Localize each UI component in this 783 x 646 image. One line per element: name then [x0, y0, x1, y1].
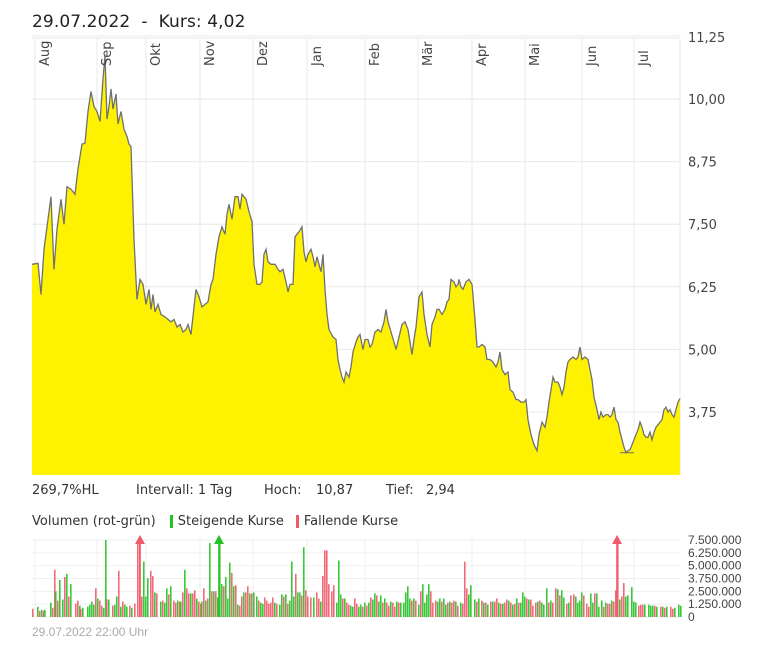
chart-title: 29.07.2022 - Kurs: 4,02	[32, 12, 246, 32]
falling-label: Fallende Kurse	[303, 514, 399, 529]
overflow-arrow-icon	[612, 535, 622, 544]
volume-axis: 7.500.0006.250.0005.000.0003.750.0002.50…	[688, 533, 742, 624]
volume-tick: 7.500.000	[688, 533, 742, 547]
price-tick: 7,50	[688, 218, 717, 233]
month-tick: Jul	[637, 50, 652, 67]
price-tick: 6,25	[688, 281, 717, 296]
price-tick: 11,25	[688, 31, 725, 46]
price-axis: 11,25 10,00 8,75 7,50 6,25 5,00 3,75	[688, 31, 725, 421]
month-tick: Mär	[421, 41, 436, 66]
high-value: 10,87	[316, 483, 354, 498]
volume-bar-chart[interactable]: 7.500.0006.250.0005.000.0003.750.0002.50…	[0, 530, 783, 630]
price-line	[31, 55, 681, 454]
volume-tick: 1.250.000	[688, 597, 742, 611]
falling-swatch-icon	[295, 515, 299, 528]
rising-swatch-icon	[169, 515, 173, 528]
overflow-arrow-icon	[214, 535, 224, 544]
price-tick: 3,75	[688, 406, 717, 421]
month-tick: Dez	[256, 41, 271, 66]
timestamp: 29.07.2022 22:00 Uhr	[32, 625, 149, 639]
volume-label: Volumen (rot-grün)	[32, 514, 156, 529]
month-tick: Nov	[203, 40, 218, 66]
price-area-chart[interactable]: Aug Sep Okt Nov Dez Jan Feb Mär Apr Mai Jun Jul 11,…	[0, 0, 783, 480]
volume-legend: Volumen (rot-grün) Steigende Kurse Falle…	[32, 514, 398, 529]
high-label: Hoch:	[264, 483, 302, 498]
volume-bars	[32, 535, 682, 617]
month-tick: Okt	[149, 43, 164, 66]
volume-tick: 5.000.000	[688, 559, 742, 573]
hl-percent: 269,7%HL	[32, 483, 99, 498]
low-value: 2,94	[426, 483, 455, 498]
volume-tick: 3.750.000	[688, 572, 742, 586]
low-label: Tief:	[386, 483, 414, 498]
overflow-arrow-icon	[135, 535, 145, 544]
month-tick: Feb	[368, 43, 383, 66]
month-axis: Aug Sep Okt Nov Dez Jan Feb Mär Apr Mai Jun Jul	[38, 40, 652, 67]
interval: Intervall: 1 Tag	[136, 483, 233, 498]
price-tick: 8,75	[688, 156, 717, 171]
volume-tick: 2.500.000	[688, 584, 742, 598]
rising-label: Steigende Kurse	[177, 514, 284, 529]
volume-tick: 0	[688, 610, 695, 624]
month-tick: Jan	[310, 46, 325, 67]
month-tick: Apr	[475, 43, 490, 66]
price-tick: 10,00	[688, 93, 725, 108]
stats-bar: 269,7%HL Intervall: 1 Tag Hoch: 10,87 Ti…	[32, 483, 455, 498]
price-area	[32, 55, 680, 476]
month-tick: Aug	[38, 41, 53, 66]
month-tick: Mai	[528, 43, 543, 66]
month-tick: Sep	[100, 41, 115, 66]
price-tick: 5,00	[688, 343, 717, 358]
month-tick: Jun	[585, 46, 600, 67]
volume-tick: 6.250.000	[688, 546, 742, 560]
